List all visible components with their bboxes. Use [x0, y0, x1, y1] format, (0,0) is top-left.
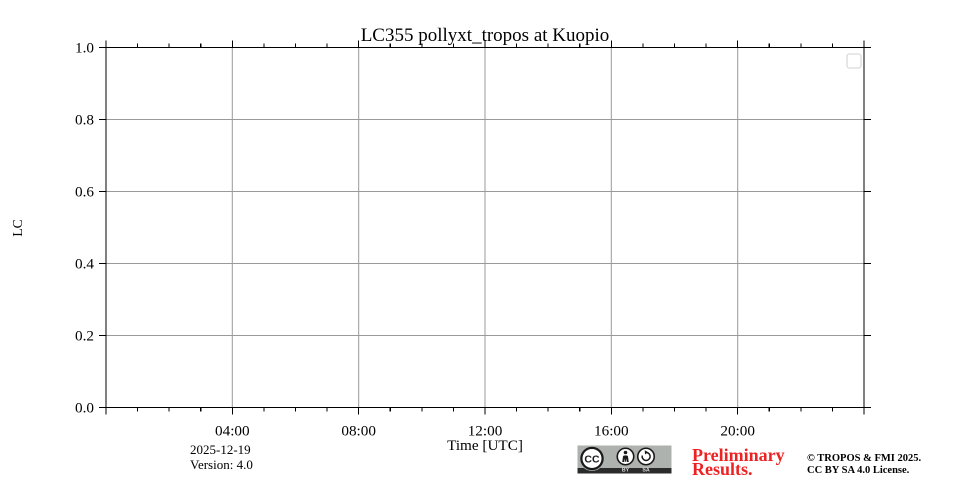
svg-text:2025-12-19: 2025-12-19: [190, 442, 251, 457]
svg-text:LC355 pollyxt_tropos at Kuopio: LC355 pollyxt_tropos at Kuopio: [361, 25, 610, 46]
svg-text:0.0: 0.0: [75, 400, 94, 417]
svg-text:1.0: 1.0: [75, 40, 94, 57]
svg-text:08:00: 08:00: [341, 423, 376, 440]
svg-text:SA: SA: [642, 468, 650, 474]
svg-text:Time [UTC]: Time [UTC]: [447, 437, 523, 454]
svg-text:Results.: Results.: [692, 459, 753, 479]
svg-text:LC: LC: [10, 219, 25, 236]
svg-text:20:00: 20:00: [720, 423, 755, 440]
svg-text:04:00: 04:00: [215, 423, 250, 440]
svg-text:CC BY SA 4.0 License.: CC BY SA 4.0 License.: [807, 465, 910, 476]
svg-text:0.2: 0.2: [75, 328, 94, 345]
svg-text:0.4: 0.4: [75, 256, 94, 273]
svg-text:16:00: 16:00: [594, 423, 629, 440]
svg-text:© TROPOS & FMI 2025.: © TROPOS & FMI 2025.: [807, 453, 921, 464]
svg-text:Version: 4.0: Version: 4.0: [190, 457, 253, 472]
svg-text:CC: CC: [584, 454, 600, 466]
svg-text:0.8: 0.8: [75, 112, 94, 129]
svg-text:BY: BY: [622, 468, 630, 474]
svg-text:0.6: 0.6: [75, 184, 94, 201]
